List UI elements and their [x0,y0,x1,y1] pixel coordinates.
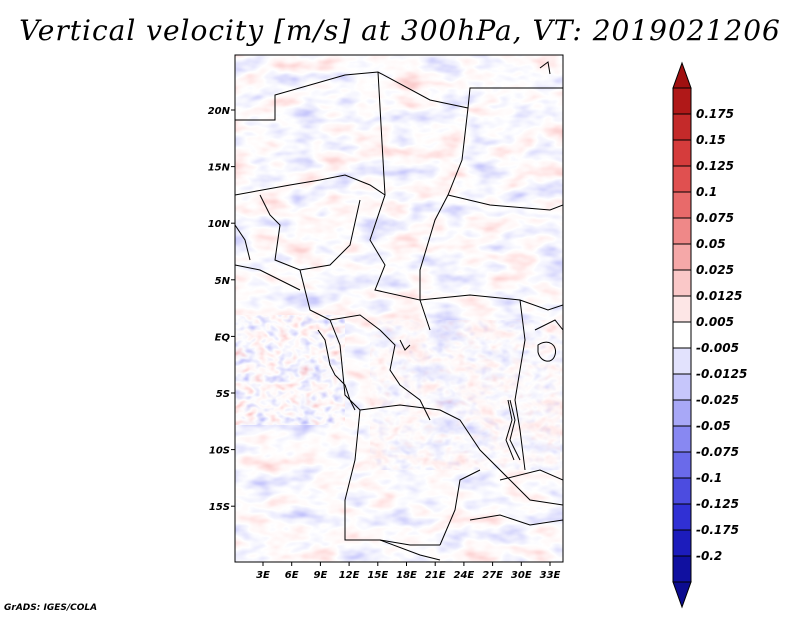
lat-tick-label: 15N [208,163,231,174]
colorbar-label: 0.0125 [696,289,742,303]
lon-tick-label: 15E [367,570,388,581]
colorbar-top-arrow [672,61,692,89]
lon-tick-label: 33E [540,570,561,581]
colorbar-swatch [672,555,692,583]
colorbar-swatch [672,113,692,141]
lat-labels: 20N 15N 10N 5N EQ 5S 10S 15S [208,106,231,513]
lat-tick-label: 5S [216,389,230,400]
colorbar-label: -0.005 [696,341,739,355]
colorbar [672,61,692,609]
map-frame [234,54,564,563]
lon-tick-label: 18E [396,570,417,581]
lat-tick-label: 20N [208,106,231,117]
velocity-field [235,55,563,562]
lon-tick-label: 27E [482,570,503,581]
lon-tick-label: 9E [314,570,328,581]
colorbar-swatch [672,191,692,219]
colorbar-swatch [672,399,692,427]
footer-credit: GrADS: IGES/COLA [4,603,98,613]
chart-title: Vertical velocity [m/s] at 300hPa, VT: 2… [19,14,781,47]
lon-tick-label: 30E [511,570,532,581]
colorbar-swatch [672,139,692,167]
colorbar-label: 0.025 [696,263,734,277]
colorbar-label: -0.125 [696,497,739,511]
colorbar-label: -0.175 [696,523,739,537]
country-borders [235,71,563,561]
colorbar-swatch [672,295,692,323]
colorbar-swatch [672,425,692,453]
colorbar-swatch [672,217,692,245]
colorbar-swatch [672,321,692,349]
lon-tick-label: 24E [454,570,475,581]
colorbar-label: -0.2 [696,549,722,563]
colorbar-label: 0.175 [696,107,734,121]
colorbar-label: -0.05 [696,419,731,433]
colorbar-swatch [672,269,692,297]
lat-tick-label: 15S [209,502,230,513]
lon-tick-label: 6E [285,570,299,581]
lon-tick-label: 21E [425,570,446,581]
coastline [317,61,557,461]
lon-tick-label: 12E [339,570,360,581]
colorbar-swatch [672,477,692,505]
colorbar-swatch [672,87,692,115]
lon-labels: 3E 6E 9E 12E 15E 18E 21E 24E 27E 30E 33E [256,570,560,581]
lon-ticks [262,562,551,566]
colorbar-label: 0.075 [696,211,734,225]
colorbar-swatch [672,451,692,479]
colorbar-label: 0.005 [696,315,734,329]
lon-tick-label: 3E [256,570,270,581]
lat-tick-label: 5N [215,276,231,287]
colorbar-labels: 0.175 0.15 0.125 0.1 0.075 0.05 0.025 0.0125 0.0… [696,107,747,563]
lat-tick-label: EQ [215,332,231,343]
colorbar-swatch [672,503,692,531]
colorbar-label: 0.125 [696,159,734,173]
colorbar-bottom-arrow [672,581,692,609]
colorbar-label: -0.1 [696,471,722,485]
lat-tick-label: 10N [208,219,231,230]
colorbar-label: 0.15 [696,133,726,147]
colorbar-swatch [672,243,692,271]
colorbar-label: -0.0125 [696,367,747,381]
colorbar-label: -0.025 [696,393,739,407]
colorbar-label: 0.1 [696,185,717,199]
lat-ticks [231,109,235,507]
colorbar-label: -0.075 [696,445,739,459]
colorbar-label: 0.05 [696,237,726,251]
colorbar-swatch [672,529,692,557]
lat-tick-label: 10S [209,446,230,457]
colorbar-swatch [672,347,692,375]
colorbar-swatch [672,373,692,401]
colorbar-swatch [672,165,692,193]
